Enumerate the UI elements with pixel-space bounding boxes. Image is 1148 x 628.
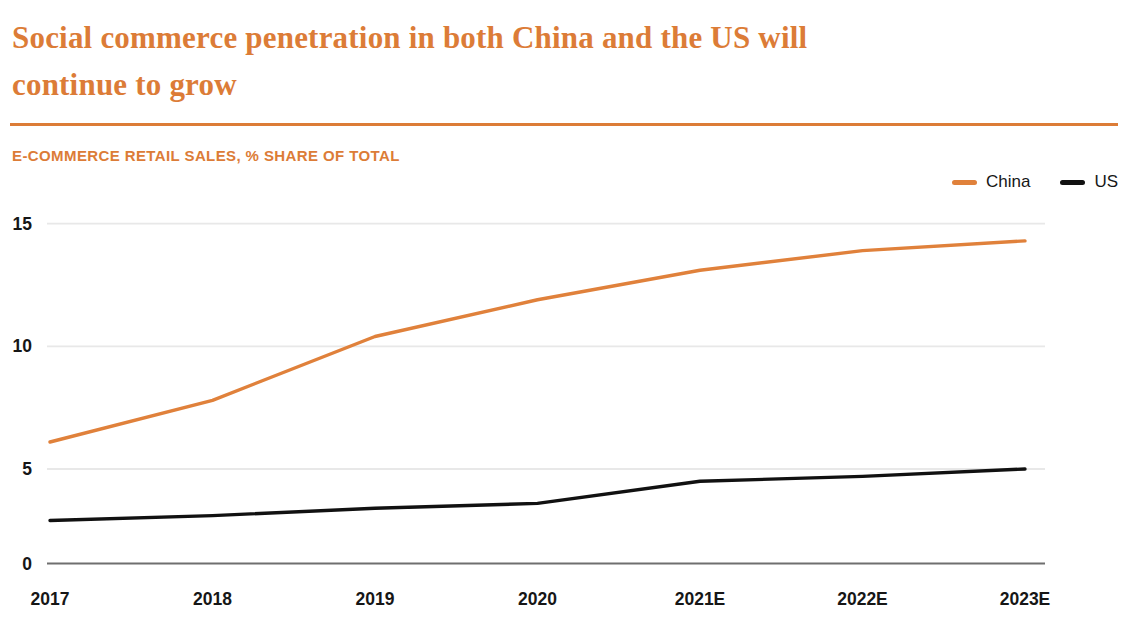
x-tick-label-2023E: 2023E: [1000, 589, 1051, 609]
page: { "header": { "title": "Social commerce …: [0, 0, 1148, 628]
y-tick-label-15: 15: [13, 214, 33, 234]
legend-label-china: China: [986, 172, 1030, 192]
y-tick-label-10: 10: [13, 336, 33, 356]
legend-item-us: US: [1060, 172, 1118, 192]
us-line-swatch: [1060, 180, 1085, 185]
page-title-line1: Social commerce penetration in both Chin…: [12, 20, 807, 55]
page-title-line2: continue to grow: [12, 67, 237, 102]
y-tick-label-5: 5: [22, 459, 32, 479]
legend-label-us: US: [1094, 172, 1118, 192]
x-tick-label-2018: 2018: [193, 589, 232, 609]
y-tick-label-0: 0: [22, 554, 32, 574]
x-tick-label-2022E: 2022E: [837, 589, 888, 609]
page-title: Social commerce penetration in both Chin…: [12, 14, 1118, 108]
chart-legend: China US: [952, 172, 1118, 192]
title-divider: [10, 123, 1118, 126]
x-tick-label-2020: 2020: [518, 589, 557, 609]
chart-subtitle: E-COMMERCE RETAIL SALES, % SHARE OF TOTA…: [12, 147, 1118, 164]
x-tick-label-2021E: 2021E: [675, 589, 726, 609]
china-line: [50, 241, 1025, 442]
chart-header: Social commerce penetration in both Chin…: [0, 0, 1148, 164]
legend-item-china: China: [952, 172, 1030, 192]
x-tick-label-2017: 2017: [31, 589, 70, 609]
us-line: [50, 469, 1025, 521]
china-line-swatch: [952, 180, 977, 185]
x-tick-label-2019: 2019: [356, 589, 395, 609]
